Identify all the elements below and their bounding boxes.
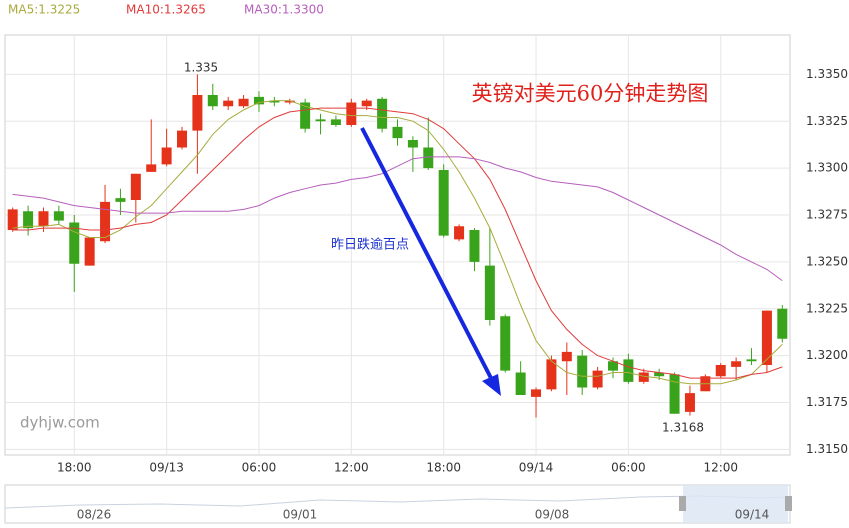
candle-body [392, 126, 403, 139]
x-tick-label: 18:00 [426, 461, 461, 475]
y-tick-label: 1.3250 [806, 254, 848, 268]
candle-body [23, 211, 34, 229]
legend-entry: MA30:1.3300 [244, 3, 324, 17]
candle-body [423, 147, 434, 169]
y-tick-label: 1.3150 [806, 442, 848, 456]
candle-body [53, 211, 64, 221]
navigator-labels: 08/26 09/01 09/08 09/14 [77, 508, 770, 522]
candle-body [761, 310, 772, 365]
candle-body [315, 119, 326, 122]
x-tick-label: 12:00 [334, 461, 369, 475]
candle-body [500, 316, 511, 371]
x-tick-label: 09/14 [519, 461, 554, 475]
candle-body [69, 222, 80, 264]
watermark: dyhjw.com [20, 414, 100, 432]
candle-body [38, 211, 49, 227]
ma-line [12, 156, 783, 282]
candle-body [284, 100, 295, 103]
candle-body [330, 119, 341, 125]
low-label: 1.3168 [662, 421, 704, 435]
candle-body [531, 389, 542, 397]
candle-body [223, 100, 234, 107]
chart-title: 英镑对美元60分钟走势图 [472, 82, 709, 106]
navigator-handle[interactable] [679, 496, 686, 511]
candle-body [515, 372, 526, 395]
high-label: 1.335 [184, 61, 218, 75]
candle-body [484, 265, 495, 320]
y-tick-label: 1.3275 [806, 208, 848, 222]
candle-body [300, 102, 311, 129]
candle-body [731, 361, 742, 367]
candle-body [684, 393, 695, 412]
x-tick-label: 06:00 [611, 461, 646, 475]
candle-body [207, 95, 218, 107]
x-tick-label: 18:00 [57, 461, 92, 475]
candle-body [592, 370, 603, 388]
legend-entry: MA10:1.3265 [126, 3, 206, 17]
marks [7, 74, 788, 418]
navigator-label: 09/14 [735, 508, 770, 522]
y-tick-label: 1.3325 [806, 114, 848, 128]
navigator-label: 08/26 [77, 508, 112, 522]
navigator-window[interactable] [683, 485, 788, 523]
navigator-label: 09/01 [283, 508, 318, 522]
annotation: 昨日跌逾百点 [331, 237, 409, 253]
navigator-handle[interactable] [785, 496, 792, 511]
y-tick-label: 1.3225 [806, 301, 848, 315]
candle-body [361, 100, 372, 107]
candle-body [192, 95, 203, 131]
y-tick-label: 1.3300 [806, 161, 848, 175]
candle-body [177, 130, 188, 148]
candle-body [546, 359, 557, 390]
candle-body [469, 230, 480, 262]
y-tick-label: 1.3350 [806, 67, 848, 81]
candle-body [669, 374, 680, 414]
navigator-label: 09/08 [535, 508, 570, 522]
candle-body [577, 355, 588, 388]
candle-body [84, 237, 95, 266]
candle-body [777, 308, 788, 339]
candle-body [269, 100, 280, 103]
arrow-shaft [360, 127, 494, 381]
plot-area [4, 34, 791, 456]
candle-body [130, 173, 141, 200]
x-tick-label: 06:00 [242, 461, 277, 475]
y-tick-label: 1.3175 [806, 395, 848, 409]
legend: MA5:1.3225 MA10:1.3265 MA30:1.3300 [8, 3, 324, 17]
candle-body [253, 96, 264, 105]
candle-body [654, 372, 665, 377]
candle-body [623, 359, 634, 382]
candle-body [746, 359, 757, 362]
candle-body [638, 372, 649, 382]
candle-body [377, 98, 388, 129]
candle-body [146, 164, 157, 172]
candle-body [607, 361, 618, 371]
candle-body [238, 98, 249, 107]
candle-body [561, 351, 572, 362]
candle-body [454, 226, 465, 240]
y-tick-label: 1.3200 [806, 348, 848, 362]
ma-line [12, 107, 783, 379]
candle-body [715, 365, 726, 377]
candle-body [438, 170, 449, 236]
candle-body [7, 209, 18, 230]
arrow-head [482, 374, 501, 396]
candle-body [100, 201, 111, 242]
x-tick-label: 09/13 [149, 461, 184, 475]
legend-entry: MA5:1.3225 [8, 3, 80, 17]
candle-body [115, 198, 126, 202]
candle-body [407, 140, 418, 148]
candle-body [346, 102, 357, 125]
candle-body [161, 147, 172, 165]
x-tick-label: 12:00 [703, 461, 738, 475]
